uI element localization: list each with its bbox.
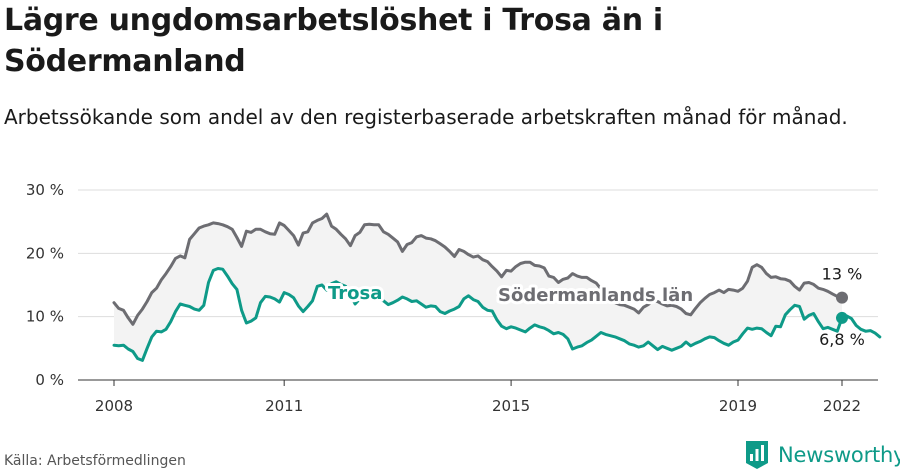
x-tick-label: 2019 — [719, 397, 757, 415]
x-tick-label: 2008 — [95, 397, 133, 415]
y-tick-label: 30 % — [26, 181, 64, 199]
source-note: Källa: Arbetsförmedlingen — [4, 453, 186, 469]
x-tick-label: 2022 — [823, 397, 861, 415]
series-line-trosa — [112, 267, 882, 362]
end-label-sodermanlands-lan: 13 % — [822, 265, 863, 284]
y-tick-label: 0 % — [35, 371, 64, 389]
series-lines — [112, 212, 882, 362]
x-tick-label: 2015 — [492, 397, 530, 415]
newsworthy-logo-icon — [746, 441, 768, 469]
end-point-sodermanlands-lan — [836, 291, 848, 304]
x-tick-label: 2011 — [265, 397, 303, 415]
end-point-trosa — [836, 311, 848, 324]
difference-area — [114, 214, 842, 361]
y-tick-label: 20 % — [26, 244, 64, 262]
series-label-trosa: Trosa — [328, 283, 382, 304]
axes: 0 % 10 % 20 % 30 % 2008 2011 2015 2019 2022 — [26, 181, 861, 415]
series-line-sodermanlands-lan — [112, 212, 844, 326]
chart-subtitle: Arbetssökande som andel av den registerb… — [4, 105, 848, 129]
brand-logo[interactable]: Newsworthy — [744, 440, 900, 470]
series-labels: 13 % 6,8 % Trosa Södermanlands län — [325, 265, 865, 349]
brand-name: Newsworthy — [778, 443, 900, 467]
end-label-trosa: 6,8 % — [819, 330, 865, 349]
chart-title: Lägre ungdomsarbetslöshet i Trosa än i S… — [4, 3, 663, 79]
series-label-sodermanlands-lan: Södermanlands län — [498, 285, 693, 306]
difference-band — [114, 214, 842, 361]
y-tick-label: 10 % — [26, 308, 64, 326]
